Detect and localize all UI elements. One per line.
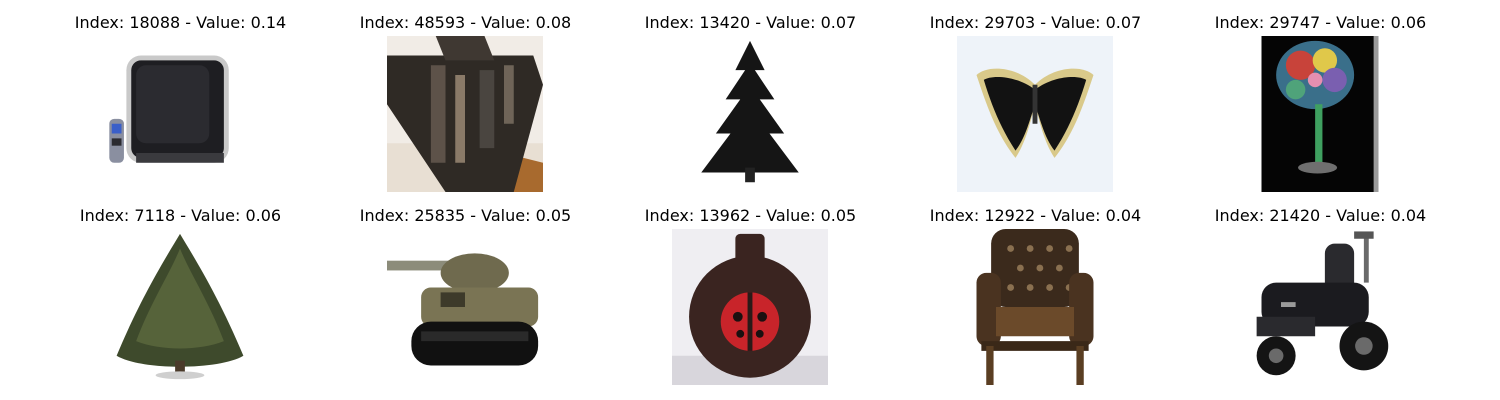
flower-vase-image [1242,36,1398,192]
image-title: Index: 18088 - Value: 0.14 [74,13,287,32]
image-title: Index: 29747 - Value: 0.06 [1214,13,1427,32]
grid-cell-4: Index: 29703 - Value: 0.07 [893,13,1178,203]
grid-cell-2: Index: 48593 - Value: 0.08 [323,13,608,203]
tree-image [102,229,258,385]
grid-cell-10: Index: 21420 - Value: 0.04 [1178,206,1463,396]
grid-cell-8: Index: 13962 - Value: 0.05 [608,206,893,396]
image-title: Index: 7118 - Value: 0.06 [79,206,282,225]
lawn-tractor-image [1242,229,1398,385]
grid-cell-1: Index: 18088 - Value: 0.14 [38,13,323,203]
butterfly-image [957,36,1113,192]
grid-cell-3: Index: 13420 - Value: 0.07 [608,13,893,203]
ladybug-pot-image [672,229,828,385]
image-title: Index: 13962 - Value: 0.05 [644,206,857,225]
tank-image [387,229,543,385]
image-title: Index: 21420 - Value: 0.04 [1214,206,1427,225]
image-title: Index: 29703 - Value: 0.07 [929,13,1142,32]
image-title: Index: 12922 - Value: 0.04 [929,206,1142,225]
grid-cell-5: Index: 29747 - Value: 0.06 [1178,13,1463,203]
armchair-image [957,229,1113,385]
image-title: Index: 13420 - Value: 0.07 [644,13,857,32]
grid-cell-6: Index: 7118 - Value: 0.06 [38,206,323,396]
tank-image [387,36,543,192]
television-image [102,36,258,192]
image-title: Index: 25835 - Value: 0.05 [359,206,572,225]
grid-cell-9: Index: 12922 - Value: 0.04 [893,206,1178,396]
grid-cell-7: Index: 25835 - Value: 0.05 [323,206,608,396]
image-title: Index: 48593 - Value: 0.08 [359,13,572,32]
pine-tree-image [672,36,828,192]
